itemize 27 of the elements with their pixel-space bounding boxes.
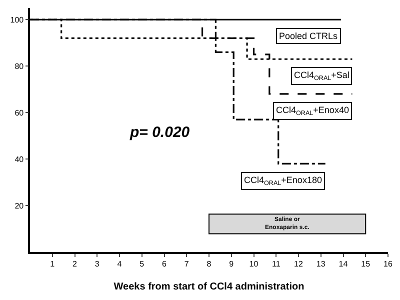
x-tick-label: 14: [338, 259, 348, 268]
y-tick-label: 20: [14, 201, 24, 210]
x-tick-label: 4: [117, 259, 122, 268]
x-tick-label: 9: [229, 259, 234, 268]
x-tick-label: 10: [249, 259, 259, 268]
y-tick-label: 40: [14, 154, 24, 164]
x-tick-label: 11: [272, 259, 281, 268]
y-tick-label: 100: [10, 15, 24, 24]
x-tick-label: 7: [184, 259, 190, 268]
x-tick-label: 3: [94, 259, 100, 268]
series-label: CCl4$_{ORAL}$+Sal: [294, 70, 350, 82]
x-tick-label: 2: [72, 259, 78, 268]
y-tick-label: 80: [14, 62, 24, 71]
x-tick-label: 16: [384, 259, 393, 268]
x-tick-label: 12: [294, 259, 304, 268]
series-label: Pooled CTRLs: [279, 31, 338, 41]
x-tick-label: 8: [206, 259, 212, 268]
x-tick-label: 13: [316, 259, 326, 268]
annotation: p= 0.020: [129, 124, 190, 141]
series-label: CCl4$_{ORAL}$+Enox180: [244, 175, 322, 187]
x-tick-label: 15: [361, 259, 371, 268]
x-tick-label: 5: [140, 259, 145, 268]
x-tick-label: 6: [162, 259, 168, 268]
x-tick-label: 1: [50, 259, 56, 268]
x-axis-title: Weeks from start of CCl4 administration: [114, 281, 304, 292]
y-tick-label: 60: [14, 108, 24, 118]
series-label: CCl4$_{ORAL}$+Enox40: [276, 105, 349, 117]
